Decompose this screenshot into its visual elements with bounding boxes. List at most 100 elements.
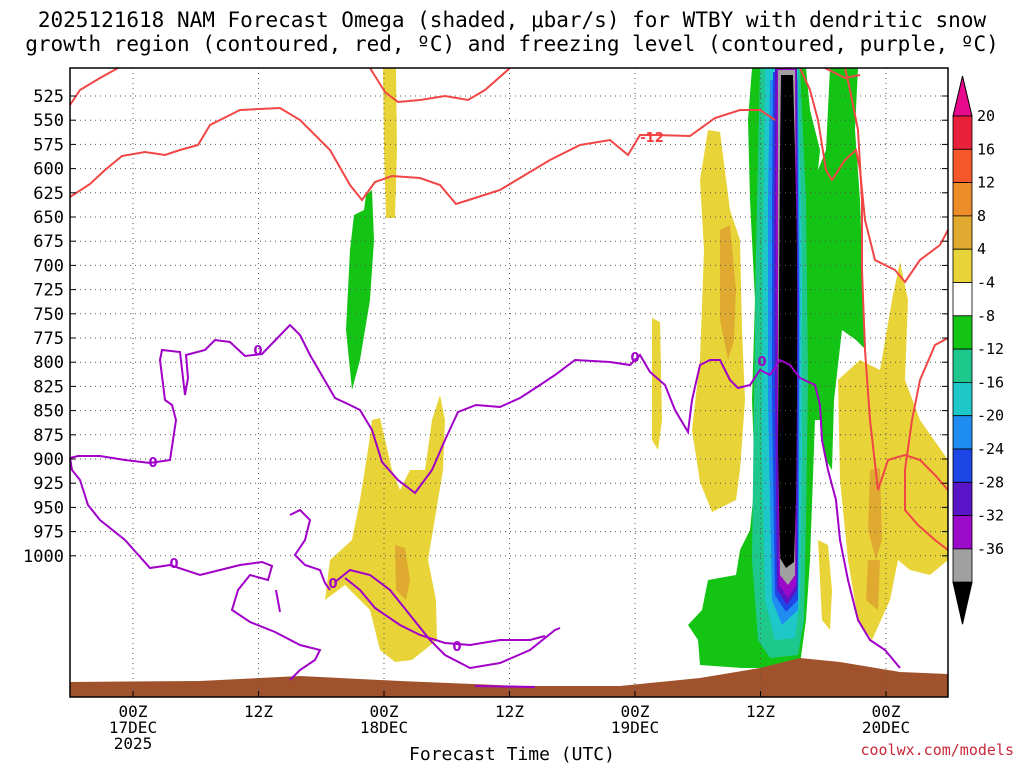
contour-label: 0: [452, 640, 461, 655]
contour-label: 0: [253, 344, 262, 359]
colorbar-label: 16: [977, 140, 995, 158]
omega-shade-yellow: [818, 540, 832, 630]
freezing-level-contours: [69, 323, 901, 688]
y-tick-label: 700: [33, 256, 64, 276]
y-tick-label: 825: [33, 377, 64, 397]
y-tick-label: 625: [33, 184, 64, 204]
x-tick-label: 12Z: [244, 702, 273, 721]
y-tick-label: 550: [33, 111, 64, 131]
y-tick-label: 750: [33, 305, 64, 325]
colorbar-label: -16: [977, 373, 1004, 391]
x-tick-label: 12Z: [746, 702, 775, 721]
y-tick-label: 525: [33, 87, 64, 107]
contour-label: 0: [169, 557, 178, 572]
omega-shade-black: [778, 75, 797, 568]
x-tick-label: 12Z: [495, 702, 524, 721]
colorbar-swatch: [952, 448, 973, 483]
credit-text: coolwx.com/models: [860, 741, 1014, 759]
colorbar-label: 12: [977, 174, 995, 192]
colorbar-swatch: [952, 348, 973, 383]
colorbar-swatch: [952, 481, 973, 516]
omega-shade-yellow: [692, 130, 745, 512]
x-tick-label: 00Z: [621, 702, 650, 721]
contour-label: 0: [148, 456, 157, 471]
y-tick-label: 925: [33, 474, 64, 494]
red-contour: [69, 67, 119, 106]
colorbar-top-arrow: [952, 75, 973, 117]
colorbar-swatch: [952, 248, 973, 283]
chart-title: 2025121618 NAM Forecast Omega (shaded, μ…: [25, 8, 999, 56]
omega-shade-orange: [866, 560, 880, 610]
red-contour: [904, 337, 949, 551]
colorbar-label: -24: [977, 440, 1004, 458]
y-tick-label: 650: [33, 208, 64, 228]
y-tick-label: 675: [33, 232, 64, 252]
omega-shade-orange: [868, 468, 882, 560]
x-tick-label: 2025: [114, 734, 153, 753]
x-tick-label: 00Z: [872, 702, 901, 721]
contour-label: 0: [757, 355, 766, 370]
omega-shade-yellow: [838, 262, 948, 640]
y-tick-label: 600: [33, 160, 64, 180]
colorbar-label: -8: [977, 307, 995, 325]
y-axis: 525 550 575 600 625 650 675 700 725 750 775 800 825 8…: [23, 87, 948, 567]
colorbar-swatch: [952, 548, 973, 583]
colorbar: 20 16 12 8 4 -4 -8 -12 -16 -20 -24 -28 -32 -36: [952, 75, 1004, 625]
colorbar-label: 8: [977, 207, 986, 225]
purple-contour: [289, 508, 331, 591]
omega-shade-orange: [395, 545, 410, 600]
red-contour: [844, 67, 949, 491]
dendritic-growth-contours: [69, 67, 949, 551]
purple-contour: [334, 568, 561, 670]
y-tick-label: 775: [33, 329, 64, 349]
red-contour: [824, 67, 861, 80]
omega-shade-orange: [720, 225, 736, 360]
colorbar-label: -4: [977, 274, 995, 292]
y-tick-label: 850: [33, 402, 64, 422]
omega-shade-yellow: [652, 318, 662, 450]
colorbar-swatch: [952, 215, 973, 250]
x-tick-label: 00Z: [119, 702, 148, 721]
omega-shade-yellow: [383, 68, 397, 218]
x-tick-label: 20DEC: [862, 718, 910, 737]
y-tick-label: 1000: [23, 547, 64, 567]
contour-label: 0: [328, 577, 337, 592]
red-contour: [69, 106, 776, 206]
purple-contour: [69, 323, 901, 669]
plot-area: -12 0 0 0 0 0 0 0 525 550 575 600 625 650 675 700 725 75…: [23, 67, 1004, 753]
colorbar-swatch: [952, 148, 973, 184]
contour-labels: -12 0 0 0 0 0 0 0: [148, 131, 766, 655]
colorbar-label: 4: [977, 240, 986, 258]
y-tick-label: 800: [33, 353, 64, 373]
y-tick-label: 725: [33, 281, 64, 301]
y-tick-label: 575: [33, 135, 64, 155]
colorbar-label: -32: [977, 507, 1004, 525]
omega-shade-yellow: [325, 395, 445, 662]
colorbar-swatch: [952, 381, 973, 417]
colorbar-label: 20: [977, 107, 995, 125]
x-tick-label: 00Z: [370, 702, 399, 721]
colorbar-label: -28: [977, 473, 1004, 491]
x-tick-label: 19DEC: [611, 718, 659, 737]
y-tick-label: 975: [33, 523, 64, 543]
colorbar-swatch: [952, 415, 973, 450]
colorbar-bottom-arrow: [952, 581, 973, 625]
purple-contour: [69, 457, 322, 681]
colorbar-swatch: [952, 282, 973, 317]
colorbar-swatch: [952, 182, 973, 217]
colorbar-swatch: [952, 515, 973, 550]
red-contour: [369, 67, 511, 104]
y-tick-label: 875: [33, 426, 64, 446]
colorbar-label: -36: [977, 540, 1004, 558]
colorbar-swatch: [952, 115, 973, 150]
contour-label: -12: [640, 131, 664, 146]
y-tick-label: 900: [33, 450, 64, 470]
terrain-fill: [70, 658, 948, 697]
contour-label: 0: [630, 351, 639, 366]
colorbar-swatch: [952, 315, 973, 350]
colorbar-label: -12: [977, 340, 1004, 358]
x-axis-title: Forecast Time (UTC): [409, 744, 615, 765]
x-tick-label: 18DEC: [360, 718, 408, 737]
